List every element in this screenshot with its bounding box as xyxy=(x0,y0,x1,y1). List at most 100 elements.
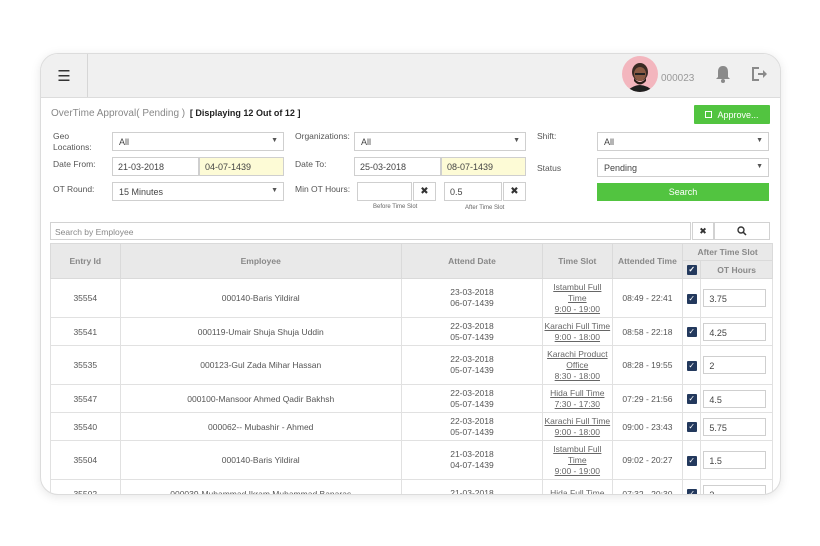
date-gregorian: 22-03-2018 xyxy=(450,320,494,331)
date-from-hijri-input[interactable]: 04-07-1439 xyxy=(199,157,284,176)
employee-cell: 000140-Baris Yildiral xyxy=(119,440,402,480)
search-button[interactable]: Search xyxy=(597,183,769,201)
employee-cell: 000123-Gul Zada Mihar Hassan xyxy=(119,345,402,385)
clear-before-icon[interactable]: ✖ xyxy=(413,182,436,201)
shift-label: Shift: xyxy=(537,131,557,141)
date-gregorian: 22-03-2018 xyxy=(450,354,494,364)
ot-hours-input[interactable]: 4.5 xyxy=(703,389,767,408)
employee-cell: 000100-Mansoor Ahmed Qadir Bakhsh xyxy=(119,384,402,413)
overtime-table: Entry Id Employee Attend Date Time Slot … xyxy=(50,243,773,495)
row-checkbox[interactable]: ✓ xyxy=(682,384,702,413)
table-row: 35547 000100-Mansoor Ahmed Qadir Bakhsh 22… xyxy=(50,384,773,413)
table-row: 35535 000123-Gul Zada Mihar Hassan 22-03-2… xyxy=(50,345,773,385)
entry-id-cell: 35504 xyxy=(50,440,121,480)
save-icon xyxy=(705,111,713,118)
col-entry-id[interactable]: Entry Id xyxy=(50,243,121,279)
min-ot-before-input[interactable] xyxy=(357,182,412,201)
row-checkbox[interactable]: ✓ xyxy=(682,440,702,480)
ot-hours-input[interactable]: 3.75 xyxy=(703,289,767,307)
row-checkbox[interactable]: ✓ xyxy=(682,412,702,441)
table-row: 35504 000140-Baris Yildiral 21-03-2018 04-0… xyxy=(50,440,773,480)
employee-cell: 000062-- Mubashir - Ahmed xyxy=(119,412,402,441)
geo-value: All xyxy=(119,137,130,147)
entry-id-cell: 35541 xyxy=(50,317,121,346)
shift-select[interactable]: All ▼ xyxy=(597,132,769,151)
col-ot-hours[interactable]: OT Hours xyxy=(700,260,773,279)
attended-time-cell: 08:28 - 19:55 xyxy=(611,345,684,385)
date-hijri: 04-07-1439 xyxy=(450,460,494,470)
date-to-hijri-input[interactable]: 08-07-1439 xyxy=(441,157,526,176)
check-icon: ✓ xyxy=(686,327,697,337)
col-attend-date[interactable]: Attend Date xyxy=(400,243,544,279)
ot-hours-cell: 4.5 xyxy=(700,384,773,413)
caret-down-icon: ▼ xyxy=(271,187,278,194)
geo-select[interactable]: All ▼ xyxy=(112,132,284,151)
row-checkbox[interactable]: ✓ xyxy=(682,278,702,318)
org-select[interactable]: All ▼ xyxy=(354,132,526,151)
shift-value: All xyxy=(604,137,615,147)
attended-time-cell: 07:29 - 21:56 xyxy=(611,384,684,413)
date-to-input[interactable]: 25-03-2018 xyxy=(354,157,441,176)
attend-date-cell: 22-03-2018 05-07-1439 xyxy=(400,384,544,413)
attend-date-cell: 21-03-2018 xyxy=(400,479,544,494)
time-slot-link[interactable]: Istambul Full Time 9:00 - 19:00 xyxy=(542,278,613,318)
avatar[interactable] xyxy=(622,56,658,92)
table-row: 35502 000039-Muhammad Ikram Muhammad Bana… xyxy=(50,479,773,495)
search-icon[interactable] xyxy=(714,222,770,240)
min-ot-label: Min OT Hours: xyxy=(295,184,351,194)
date-to-label: Date To: xyxy=(295,159,327,169)
time-slot-link[interactable]: Karachi Product Office 8:30 - 18:00 xyxy=(542,345,613,385)
time-slot-line: 9:00 - 18:00 xyxy=(554,331,601,342)
date-gregorian: 22-03-2018 xyxy=(450,415,494,426)
attended-time-cell: 07:32 - 20:30 xyxy=(611,479,684,494)
min-ot-after-input[interactable]: 0.5 xyxy=(444,182,502,201)
org-label: Organizations: xyxy=(295,131,350,141)
hamburger-icon[interactable]: ☰ xyxy=(41,54,88,97)
ot-hours-input[interactable]: 5.75 xyxy=(703,417,767,436)
top-bar: ☰ 000023 xyxy=(41,54,780,98)
time-slot-link[interactable]: Karachi Full Time 9:00 - 18:00 xyxy=(542,412,613,441)
date-hijri: 05-07-1439 xyxy=(450,365,494,375)
ot-hours-cell: 3 xyxy=(700,479,773,494)
col-after-time-slot: After Time Slot xyxy=(682,243,773,261)
clear-search-icon[interactable]: ✖ xyxy=(692,222,714,240)
time-slot-link[interactable]: Istambul Full Time 9:00 - 19:00 xyxy=(542,440,613,480)
ot-hours-input[interactable]: 2 xyxy=(703,356,767,374)
bell-icon[interactable] xyxy=(712,63,734,85)
employee-cell: 000119-Umair Shuja Shuja Uddin xyxy=(119,317,402,346)
check-icon: ✓ xyxy=(686,265,697,275)
ot-hours-input[interactable]: 4.25 xyxy=(703,322,767,341)
employee-cell: 000140-Baris Yildiral xyxy=(119,278,402,318)
col-time-slot[interactable]: Time Slot xyxy=(542,243,613,279)
time-slot-line: 9:00 - 19:00 xyxy=(554,465,601,476)
record-count: [ Displaying 12 Out of 12 ] xyxy=(189,108,301,118)
select-all-checkbox[interactable]: ✓ xyxy=(682,260,702,279)
time-slot-line: 9:00 - 19:00 xyxy=(554,303,601,314)
ot-hours-input[interactable]: 3 xyxy=(703,484,767,494)
time-slot-link[interactable]: Hida Full Time xyxy=(542,479,613,495)
time-slot-link[interactable]: Karachi Full Time 9:00 - 18:00 xyxy=(542,317,613,346)
row-checkbox[interactable]: ✓ xyxy=(682,345,702,385)
logout-icon[interactable] xyxy=(748,63,770,85)
check-icon: ✓ xyxy=(686,293,697,304)
col-attended-time[interactable]: Attended Time xyxy=(611,243,684,279)
row-checkbox[interactable]: ✓ xyxy=(682,317,702,346)
col-employee[interactable]: Employee xyxy=(119,243,402,279)
check-icon: ✓ xyxy=(686,455,697,466)
date-from-input[interactable]: 21-03-2018 xyxy=(112,157,199,176)
ot-hours-input[interactable]: 1.5 xyxy=(703,451,767,469)
time-slot-link[interactable]: Hida Full Time 7:30 - 17:30 xyxy=(542,384,613,413)
app-window: ☰ 000023 OverTime Approval( Pending ) [ … xyxy=(40,53,781,495)
time-slot-line: Hida Full Time xyxy=(550,488,605,495)
time-slot-line: Istambul Full xyxy=(553,443,602,454)
status-select[interactable]: Pending ▼ xyxy=(597,158,769,177)
date-hijri: 06-07-1439 xyxy=(450,298,494,308)
ot-hours-cell: 2 xyxy=(700,345,773,385)
before-slot-label: Before Time Slot xyxy=(373,204,418,210)
clear-after-icon[interactable]: ✖ xyxy=(503,182,526,201)
employee-search-input[interactable]: Search by Employee xyxy=(50,222,691,240)
approve-button[interactable]: Approve... xyxy=(694,105,770,124)
row-checkbox[interactable]: ✓ xyxy=(682,479,702,494)
ot-round-select[interactable]: 15 Minutes ▼ xyxy=(112,182,284,201)
date-from-label: Date From: xyxy=(53,159,96,169)
